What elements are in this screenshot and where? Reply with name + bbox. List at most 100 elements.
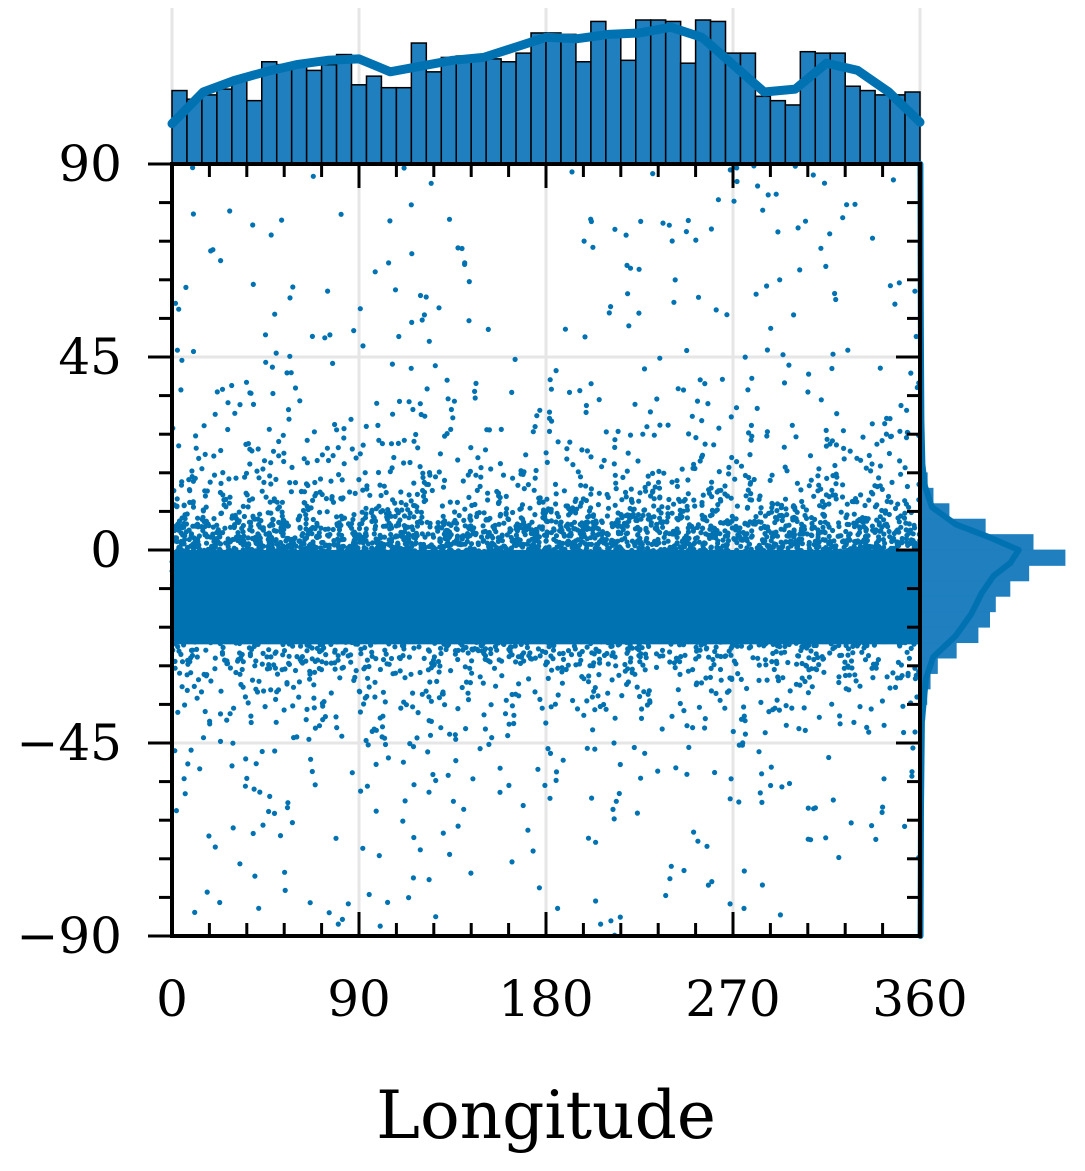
scatter-point [709, 485, 714, 490]
scatter-point [681, 708, 686, 713]
scatter-point [726, 471, 731, 476]
scatter-point [786, 363, 791, 368]
scatter-point [734, 405, 739, 410]
scatter-point [384, 490, 389, 495]
scatter-point [850, 619, 855, 624]
scatter-point [407, 399, 412, 404]
scatter-point [547, 627, 552, 632]
scatter-point [313, 782, 318, 787]
scatter-point [356, 477, 361, 482]
scatter-point [176, 307, 181, 312]
scatter-point [527, 523, 532, 528]
scatter-point [311, 682, 316, 687]
scatter-point [270, 365, 275, 370]
scatter-point [318, 526, 323, 531]
scatter-point [553, 519, 558, 524]
scatter-point [676, 687, 681, 692]
scatter-point [532, 689, 537, 694]
scatter-point [522, 486, 527, 491]
scatter-point [486, 327, 491, 332]
scatter-point [422, 499, 427, 504]
scatter-point [667, 649, 672, 654]
scatter-point [246, 541, 251, 546]
scatter-point [183, 549, 188, 554]
scatter-point [680, 467, 685, 472]
scatter-point [912, 523, 917, 528]
scatter-point [749, 423, 754, 428]
scatter-point [400, 819, 405, 824]
scatter-point [699, 680, 704, 685]
scatter-point [384, 652, 389, 657]
scatter-point [218, 711, 223, 716]
scatter-point [266, 647, 271, 652]
scatter-point [415, 445, 420, 450]
scatter-point [255, 628, 260, 633]
scatter-point [808, 648, 813, 653]
scatter-point [711, 442, 716, 447]
scatter-point [598, 922, 603, 927]
scatter-point [708, 545, 713, 550]
scatter-point [854, 456, 859, 461]
scatter-point [496, 500, 501, 505]
scatter-point [588, 492, 593, 497]
scatter-point [206, 607, 211, 612]
scatter-point [593, 898, 598, 903]
scatter-point [378, 536, 383, 541]
scatter-point [889, 639, 894, 644]
scatter-point [503, 711, 508, 716]
scatter-point [361, 443, 366, 448]
scatter-point [589, 637, 594, 642]
scatter-point [612, 634, 617, 639]
scatter-point [660, 648, 665, 653]
scatter-point [686, 491, 691, 496]
scatter-point [834, 496, 839, 501]
scatter-point [499, 659, 504, 664]
scatter-point [327, 332, 332, 337]
scatter-point [405, 507, 410, 512]
scatter-point [396, 441, 401, 446]
scatter-point [774, 508, 779, 513]
scatter-point [628, 433, 633, 438]
scatter-point [379, 493, 384, 498]
scatter-point [622, 662, 627, 667]
scatter-point [368, 643, 373, 648]
scatter-point [831, 797, 836, 802]
scatter-point [782, 445, 787, 450]
scatter-point [763, 730, 768, 735]
scatter-point [415, 492, 420, 497]
scatter-point [856, 597, 861, 602]
scatter-point [898, 403, 903, 408]
scatter-point [250, 678, 255, 683]
scatter-point [226, 476, 231, 481]
scatter-point [577, 388, 582, 393]
scatter-point [202, 423, 207, 428]
scatter-point [889, 480, 894, 485]
scatter-point [348, 660, 353, 665]
scatter-point [798, 487, 803, 492]
scatter-point [438, 451, 443, 456]
scatter-point [339, 496, 344, 501]
scatter-point [262, 639, 267, 644]
scatter-point [506, 783, 511, 788]
scatter-point [376, 470, 381, 475]
scatter-point [411, 514, 416, 519]
scatter-point [904, 408, 909, 413]
scatter-point [632, 402, 637, 407]
scatter-point [342, 461, 347, 466]
scatter-point [510, 510, 515, 515]
scatter-point [426, 694, 431, 699]
scatter-point [693, 238, 698, 243]
scatter-point [817, 503, 822, 508]
scatter-point [902, 824, 907, 829]
scatter-point [638, 776, 643, 781]
scatter-point [902, 516, 907, 521]
scatter-point [332, 422, 337, 427]
scatter-point [407, 460, 412, 465]
scatter-point [220, 470, 225, 475]
scatter-point [315, 458, 320, 463]
scatter-point [388, 532, 393, 537]
scatter-point [280, 500, 285, 505]
scatter-point [229, 383, 234, 388]
scatter-point [670, 238, 675, 243]
